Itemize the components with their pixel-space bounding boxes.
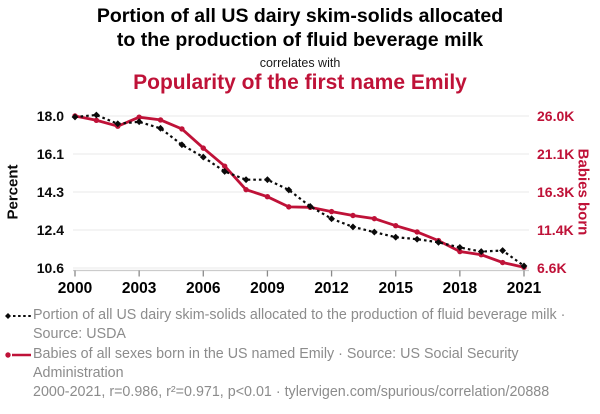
chart-title: Portion of all US dairy skim-solids allo…	[0, 5, 600, 52]
emily-marker	[328, 208, 335, 215]
emily-marker	[499, 259, 506, 266]
legend-label-emily: Babies of all sexes born in the US named…	[33, 346, 519, 381]
emily-series-line	[74, 114, 525, 269]
dairy-marker	[178, 141, 186, 149]
dairy-marker	[520, 262, 528, 270]
stats-footer: 2000-2021, r=0.986, r²=0.971, p<0.01 · t…	[33, 384, 550, 400]
dairy-legend-marker-icon	[5, 313, 31, 319]
dairy-marker	[392, 233, 400, 241]
emily-marker	[93, 117, 100, 124]
emily-marker	[264, 194, 271, 200]
chart-subtitle-emily: Popularity of the first name Emily	[133, 71, 467, 94]
emily-marker	[221, 163, 228, 169]
emily-marker	[243, 186, 249, 193]
dairy-marker	[92, 111, 100, 119]
x-tick-label: 2000	[57, 280, 93, 297]
dairy-marker	[328, 215, 335, 223]
emily-marker	[350, 212, 356, 219]
dairy-marker	[370, 228, 378, 236]
correlates-with-text: correlates with	[259, 56, 341, 70]
x-tick-label: 2006	[186, 280, 221, 297]
dairy-marker	[135, 118, 143, 126]
x-tick-label: 2021	[506, 280, 542, 297]
x-tick-label: 2015	[378, 280, 413, 297]
emily-marker	[393, 222, 399, 229]
chart-title-line1: Portion of all US dairy skim-solids allo…	[96, 5, 504, 27]
dairy-series-line	[74, 113, 525, 267]
emily-marker	[286, 204, 292, 210]
emily-marker	[200, 145, 206, 151]
x-tick-label: 2012	[314, 280, 349, 297]
chart-title-line2: to the production of fluid beverage milk	[116, 28, 484, 51]
dairy-marker	[306, 202, 314, 210]
emily-marker	[371, 215, 378, 222]
emily-marker	[414, 229, 420, 235]
y-left-tick-label: 18.0	[36, 108, 64, 124]
emily-marker	[457, 248, 463, 255]
emily-marker	[179, 126, 185, 132]
dairy-marker	[413, 235, 421, 243]
dairy-marker	[435, 238, 442, 246]
y-left-tick-label: 16.1	[36, 146, 64, 162]
dairy-marker	[199, 153, 207, 161]
y-left-tick-label: 10.6	[36, 260, 64, 276]
dairy-marker	[157, 124, 164, 132]
legend-item-dairy: Portion of all US dairy skim-solids allo…	[3, 306, 595, 344]
y-right-tick-label: 21.1K	[537, 146, 575, 162]
dairy-marker	[349, 223, 357, 231]
dairy-marker	[264, 176, 271, 184]
y-right-tick-label: 16.3K	[537, 184, 575, 200]
y-right-tick-label: 26.0K	[537, 108, 575, 124]
dairy-marker	[114, 120, 122, 128]
y-right-tick-label: 6.6K	[537, 260, 567, 276]
dairy-marker	[285, 186, 293, 194]
y-right-tick-label: 11.4K	[537, 222, 574, 238]
dairy-marker	[456, 244, 464, 251]
dairy-marker	[221, 168, 229, 175]
dairy-marker	[242, 176, 250, 184]
x-tick-label: 2009	[250, 280, 285, 297]
dairy-marker	[477, 248, 485, 255]
dairy-marker	[499, 247, 507, 254]
legend-label-dairy: Portion of all US dairy skim-solids allo…	[33, 307, 566, 342]
emily-marker	[136, 114, 142, 120]
y-left-tick-label: 14.3	[36, 184, 64, 200]
legend-item-emily: Babies of all sexes born in the US named…	[3, 345, 595, 383]
emily-marker	[157, 117, 164, 123]
y-left-tick-label: 12.4	[36, 222, 64, 238]
x-tick-label: 2018	[442, 280, 478, 297]
emily-legend-marker-icon	[5, 352, 31, 358]
x-tick-label: 2003	[121, 280, 157, 297]
dairy-marker	[71, 113, 79, 121]
